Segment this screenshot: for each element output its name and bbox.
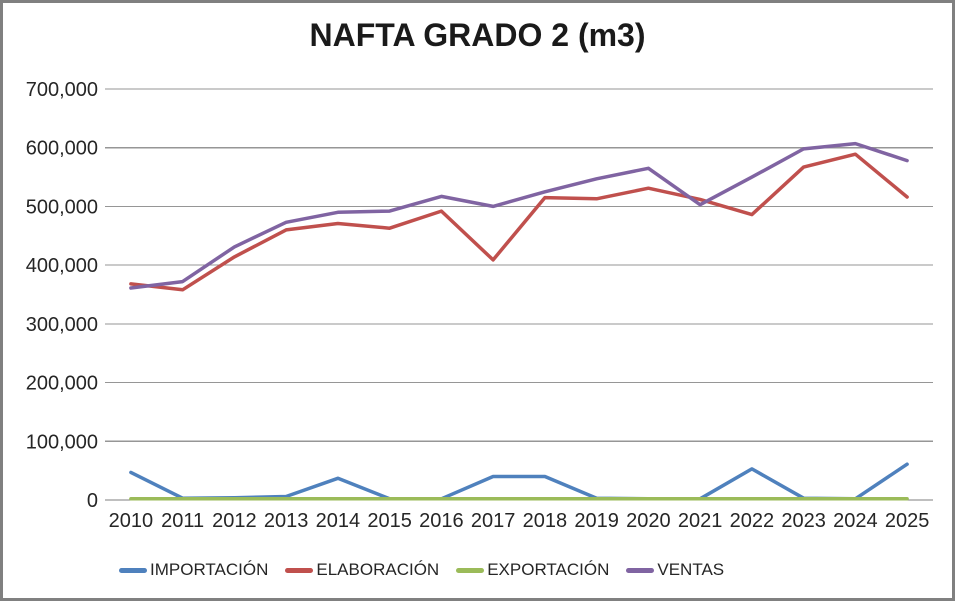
series-line-ventas xyxy=(129,141,909,290)
series-line-elaboracion xyxy=(129,152,909,292)
y-axis-tick-label: 500,000 xyxy=(26,196,98,218)
legend-label-ventas: VENTAS xyxy=(657,560,725,579)
legend-item-ventas: VENTAS xyxy=(626,560,724,580)
y-axis-tick-label: 600,000 xyxy=(26,138,98,160)
x-axis-tick-label: 2014 xyxy=(316,510,361,532)
x-axis-tick-label: 2016 xyxy=(419,510,464,532)
y-axis-tick-label: 0 xyxy=(87,490,98,512)
legend-swatch-ventas xyxy=(626,567,655,573)
x-axis-tick-label: 2020 xyxy=(626,510,671,532)
y-axis-tick-label: 700,000 xyxy=(26,79,98,101)
legend-item-elaboracion: ELABORACIÓN xyxy=(285,560,439,580)
legend-swatch-elaboracion xyxy=(285,567,314,573)
x-axis-tick-label: 2025 xyxy=(885,510,930,532)
series-line-importacion xyxy=(129,462,909,501)
legend-label-exportacion: EXPORTACIÓN xyxy=(487,560,610,579)
legend-swatch-importacion xyxy=(119,567,147,573)
x-axis-tick-label: 2013 xyxy=(264,510,309,532)
x-axis-tick-label: 2012 xyxy=(212,510,257,532)
legend-item-exportacion: EXPORTACIÓN xyxy=(456,560,609,580)
y-axis-tick-label: 100,000 xyxy=(26,431,98,453)
x-axis-tick-label: 2017 xyxy=(471,510,516,532)
chart-title: NAFTA GRADO 2 (m3) xyxy=(309,17,646,53)
y-axis-tick-label: 400,000 xyxy=(26,255,98,277)
x-axis-tick-label: 2018 xyxy=(523,510,568,532)
legend-swatch-exportacion xyxy=(456,567,485,573)
chart-legend: IMPORTACIÓN ELABORACIÓN EXPORTACIÓN VENTAS xyxy=(119,557,724,583)
y-axis-tick-label: 300,000 xyxy=(26,314,98,336)
x-axis-tick-label: 2023 xyxy=(781,510,826,532)
x-axis-tick-label: 2011 xyxy=(161,510,204,532)
legend-item-importacion: IMPORTACIÓN xyxy=(119,560,268,580)
x-axis-tick-label: 2015 xyxy=(367,510,412,532)
line-chart-plot-area: 0 100,000 200,000 300,000 400,000 500,000 600,… xyxy=(26,79,933,532)
x-axis-tick-label: 2022 xyxy=(730,510,775,532)
x-axis-tick-label: 2019 xyxy=(574,510,619,532)
y-axis-tick-label: 200,000 xyxy=(26,373,98,395)
legend-label-importacion: IMPORTACIÓN xyxy=(150,560,269,579)
x-axis-tick-label: 2010 xyxy=(109,510,154,532)
x-axis-tick-label: 2021 xyxy=(678,510,723,532)
x-axis-tick-label: 2024 xyxy=(833,510,878,532)
legend-label-elaboracion: ELABORACIÓN xyxy=(316,560,440,579)
